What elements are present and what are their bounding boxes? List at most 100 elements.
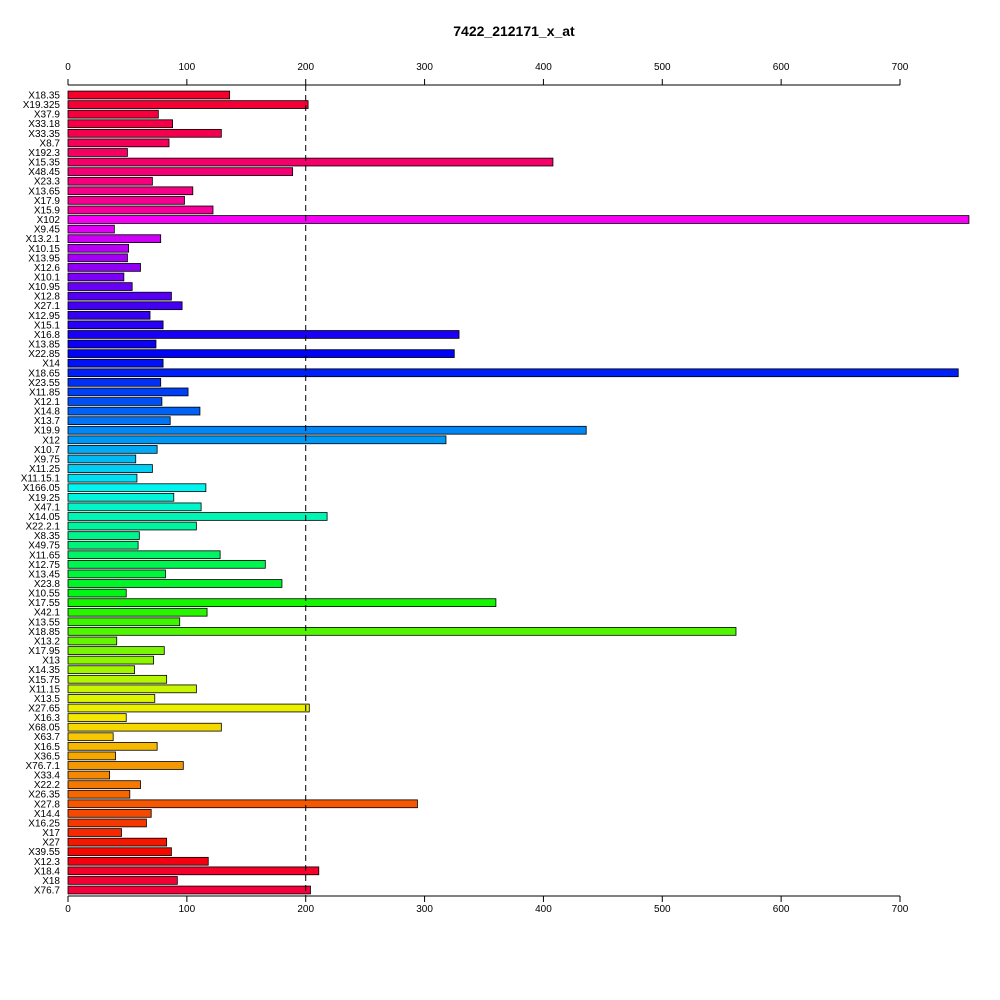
category-label: X36.5 [34, 751, 61, 762]
category-label: X15.9 [34, 205, 61, 216]
category-label: X18.4 [34, 866, 61, 877]
top-tick-label: 300 [416, 62, 433, 73]
bar [67, 856, 209, 866]
category-label: X166.05 [23, 483, 61, 494]
bar [67, 741, 158, 751]
category-label: X11.15 [29, 684, 60, 695]
bar [67, 205, 214, 215]
bar [67, 684, 197, 694]
category-label: X8.35 [34, 531, 61, 542]
category-label: X27.8 [34, 799, 61, 810]
category-label: X19.25 [28, 493, 60, 504]
category-label: X17 [42, 828, 60, 839]
bar [67, 569, 166, 579]
bar [67, 837, 168, 847]
chart-title: 7422_212171_x_at [453, 23, 575, 39]
top-tick-label: 700 [892, 62, 909, 73]
category-label: X68.05 [28, 723, 60, 734]
category-label: X14.05 [28, 512, 60, 523]
category-label: X18.35 [28, 91, 60, 102]
category-label: X10.55 [28, 589, 60, 600]
bar [67, 416, 171, 425]
category-label: X14.8 [34, 407, 61, 418]
bar [67, 90, 231, 100]
bar [67, 378, 162, 387]
bar [67, 186, 194, 196]
category-label: X11.85 [29, 387, 60, 398]
bar [67, 665, 135, 675]
category-label: X19.325 [23, 100, 61, 111]
bar [67, 167, 294, 176]
category-label: X13.55 [28, 617, 60, 628]
category-label: X39.55 [28, 847, 60, 858]
category-label: X27 [42, 838, 60, 849]
category-label: X10.7 [34, 445, 61, 456]
category-label: X12.1 [34, 397, 61, 408]
bar [67, 128, 222, 138]
category-label: X19.9 [34, 426, 61, 437]
category-label: X76.7 [34, 886, 61, 897]
bar [67, 722, 222, 732]
bar [67, 109, 159, 119]
bar [67, 339, 157, 349]
bottom-tick-label: 200 [297, 904, 314, 915]
category-label: X18.65 [28, 368, 60, 379]
category-label: X12.75 [28, 560, 60, 571]
category-label: X13.65 [28, 186, 60, 197]
category-label: X8.7 [39, 138, 60, 149]
bar [67, 263, 141, 272]
category-labels-group: X18.35X19.325X37.9X33.18X33.35X8.7X192.3… [21, 91, 61, 897]
bar [67, 674, 168, 684]
bar [67, 789, 131, 799]
bar [67, 502, 202, 512]
bar [67, 617, 181, 627]
category-label: X27.65 [28, 704, 60, 715]
bar [67, 301, 183, 311]
bar [67, 550, 221, 560]
bar [67, 655, 154, 665]
bar [67, 770, 110, 780]
category-label: X13.85 [28, 340, 60, 351]
bar [67, 138, 170, 148]
bar [67, 521, 197, 531]
bottom-tick-label: 100 [179, 904, 196, 915]
bar [67, 196, 185, 205]
top-tick-label: 600 [773, 62, 790, 73]
category-label: X16.3 [34, 713, 61, 724]
bar [67, 253, 128, 263]
category-label: X10.1 [34, 272, 61, 283]
category-label: X12.6 [34, 263, 61, 274]
bar [67, 588, 127, 598]
bar [67, 406, 201, 416]
category-label: X192.3 [28, 148, 60, 159]
category-label: X47.1 [34, 502, 61, 513]
category-label: X13.45 [28, 569, 60, 580]
bar [67, 425, 587, 435]
category-label: X15.75 [28, 675, 60, 686]
bar [67, 157, 554, 167]
bar [67, 713, 127, 722]
category-label: X16.8 [34, 330, 61, 341]
bar [67, 464, 153, 473]
category-label: X12.95 [28, 311, 60, 322]
category-label: X23.8 [34, 579, 61, 590]
category-label: X15.1 [34, 320, 61, 331]
bar [67, 310, 151, 320]
bar [67, 100, 309, 109]
category-label: X22.2.1 [26, 522, 61, 533]
category-label: X14.4 [34, 809, 61, 820]
bar [67, 215, 970, 224]
category-label: X48.45 [28, 167, 60, 178]
category-label: X14 [42, 359, 60, 370]
bar [67, 607, 208, 617]
bar [67, 828, 122, 837]
category-label: X23.3 [34, 177, 61, 188]
bar [67, 148, 128, 157]
bar [67, 397, 163, 406]
category-label: X11.25 [29, 464, 60, 475]
bar [67, 818, 147, 828]
category-label: X13 [42, 656, 60, 667]
bar [67, 694, 156, 703]
category-label: X10.95 [28, 282, 60, 293]
